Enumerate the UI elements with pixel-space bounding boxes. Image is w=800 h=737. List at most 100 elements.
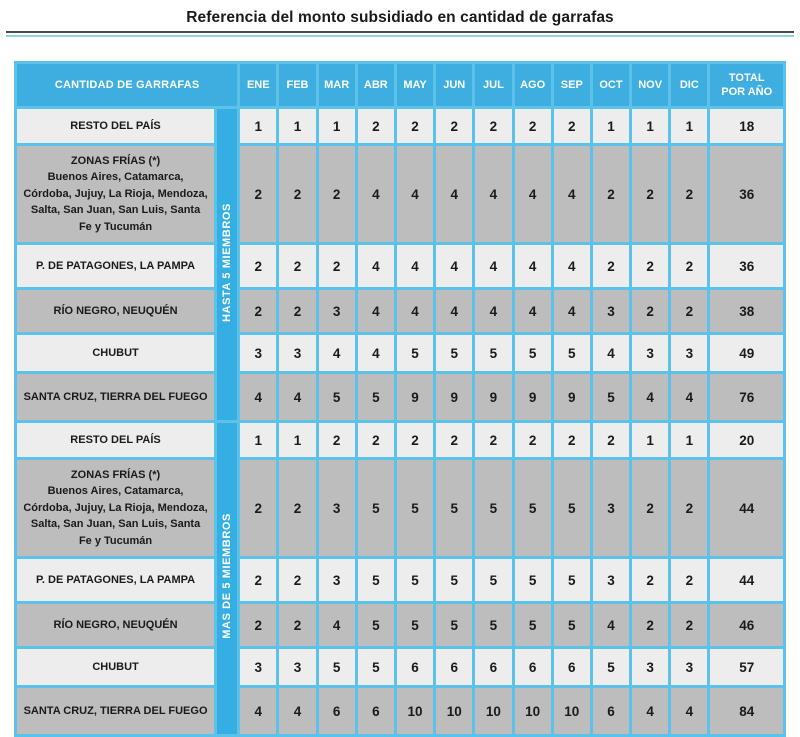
table-row: P. DE PATAGONES, LA PAMPA 2 2 2 4 4 4 4 4 4 2 2 2 36: [17, 245, 783, 287]
value-cell: 2: [240, 146, 277, 242]
value-cell: 6: [514, 649, 551, 685]
value-cell: 2: [671, 146, 708, 242]
value-cell: 6: [553, 649, 590, 685]
value-cell: 2: [671, 604, 708, 646]
value-cell: 2: [514, 109, 551, 143]
value-cell: 2: [475, 109, 512, 143]
value-cell: 4: [318, 335, 355, 371]
group-band-label: HASTA 5 MIEMBROS: [221, 202, 234, 322]
value-cell: 2: [279, 245, 316, 287]
value-cell: 4: [436, 245, 473, 287]
value-cell: 2: [357, 423, 394, 457]
total-cell: 44: [710, 559, 783, 601]
value-cell: 5: [436, 460, 473, 556]
value-cell: 2: [436, 109, 473, 143]
column-header-month: ENE: [240, 64, 277, 106]
value-cell: 4: [357, 290, 394, 332]
value-cell: 3: [318, 559, 355, 601]
value-cell: 5: [318, 374, 355, 420]
value-cell: 5: [553, 559, 590, 601]
value-cell: 2: [592, 146, 630, 242]
value-cell: 4: [553, 290, 590, 332]
table-row: CHUBUT 3 3 4 4 5 5 5 5 5 4 3 3 49: [17, 335, 783, 371]
value-cell: 3: [592, 559, 630, 601]
value-cell: 4: [514, 290, 551, 332]
value-cell: 2: [553, 109, 590, 143]
value-cell: 2: [475, 423, 512, 457]
value-cell: 2: [318, 146, 355, 242]
region-cell: SANTA CRUZ, TIERRA DEL FUEGO: [17, 374, 215, 420]
value-cell: 2: [671, 460, 708, 556]
value-cell: 4: [592, 335, 630, 371]
value-cell: 3: [318, 460, 355, 556]
value-cell: 2: [240, 559, 277, 601]
value-cell: 10: [396, 688, 434, 734]
table-body: RESTO DEL PAÍS HASTA 5 MIEMBROS 1 1 1 2 2 2 2 2 2 1…: [17, 109, 783, 734]
table-row: P. DE PATAGONES, LA PAMPA 2 2 3 5 5 5 5 5 5 3 2 2 44: [17, 559, 783, 601]
value-cell: 5: [357, 374, 394, 420]
total-header-line1: TOTAL: [728, 71, 765, 84]
value-cell: 5: [318, 649, 355, 685]
value-cell: 10: [475, 688, 512, 734]
value-cell: 6: [318, 688, 355, 734]
total-cell: 36: [710, 245, 783, 287]
total-cell: 46: [710, 604, 783, 646]
value-cell: 2: [632, 290, 669, 332]
value-cell: 2: [632, 559, 669, 601]
value-cell: 2: [279, 604, 316, 646]
value-cell: 4: [279, 688, 316, 734]
value-cell: 2: [671, 559, 708, 601]
table-row: RÍO NEGRO, NEUQUÉN 2 2 4 5 5 5 5 5 5 4 2 2 46: [17, 604, 783, 646]
region-cell: RESTO DEL PAÍS: [17, 109, 215, 143]
value-cell: 4: [436, 146, 473, 242]
region-name: P. DE PATAGONES, LA PAMPA: [35, 573, 196, 586]
value-cell: 4: [240, 374, 277, 420]
value-cell: 5: [436, 604, 473, 646]
value-cell: 9: [396, 374, 434, 420]
total-cell: 38: [710, 290, 783, 332]
total-cell: 20: [710, 423, 783, 457]
region-name: ZONAS FRÍAS (*): [70, 154, 161, 167]
region-name: CHUBUT: [92, 346, 139, 359]
value-cell: 5: [475, 604, 512, 646]
table-head: CANTIDAD DE GARRAFAS ENE FEB MAR ABR MAY JUN J…: [17, 64, 783, 106]
region-cell: CHUBUT: [17, 335, 215, 371]
value-cell: 4: [357, 245, 394, 287]
value-cell: 5: [475, 335, 512, 371]
value-cell: 6: [475, 649, 512, 685]
page-title: Referencia del monto subsidiado en canti…: [186, 9, 614, 26]
value-cell: 2: [396, 423, 434, 457]
value-cell: 5: [357, 460, 394, 556]
region-cell: RÍO NEGRO, NEUQUÉN: [17, 604, 215, 646]
value-cell: 2: [318, 245, 355, 287]
value-cell: 3: [671, 649, 708, 685]
value-cell: 1: [279, 109, 316, 143]
value-cell: 2: [632, 604, 669, 646]
value-cell: 5: [592, 374, 630, 420]
region-name: RÍO NEGRO, NEUQUÉN: [53, 618, 178, 631]
value-cell: 5: [357, 559, 394, 601]
region-cell: CHUBUT: [17, 649, 215, 685]
total-cell: 18: [710, 109, 783, 143]
region-cell: RESTO DEL PAÍS: [17, 423, 215, 457]
column-header-month: NOV: [632, 64, 669, 106]
value-cell: 2: [240, 290, 277, 332]
value-cell: 4: [632, 688, 669, 734]
value-cell: 5: [553, 604, 590, 646]
region-name: CHUBUT: [92, 660, 139, 673]
region-cell: P. DE PATAGONES, LA PAMPA: [17, 245, 215, 287]
value-cell: 2: [279, 460, 316, 556]
title-underline: [6, 31, 794, 37]
region-name: SANTA CRUZ, TIERRA DEL FUEGO: [23, 390, 208, 403]
value-cell: 1: [240, 423, 277, 457]
column-header-month: OCT: [592, 64, 630, 106]
value-cell: 5: [475, 460, 512, 556]
group-band-label: MAS DE 5 MIEMBROS: [221, 513, 234, 639]
value-cell: 2: [357, 109, 394, 143]
value-cell: 1: [671, 109, 708, 143]
region-cell: ZONAS FRÍAS (*) Buenos Aires, Catamarca, …: [17, 460, 215, 556]
value-cell: 4: [553, 146, 590, 242]
region-provinces: Buenos Aires, Catamarca, Córdoba, Jujuy,…: [23, 485, 208, 547]
value-cell: 1: [240, 109, 277, 143]
value-cell: 2: [240, 460, 277, 556]
